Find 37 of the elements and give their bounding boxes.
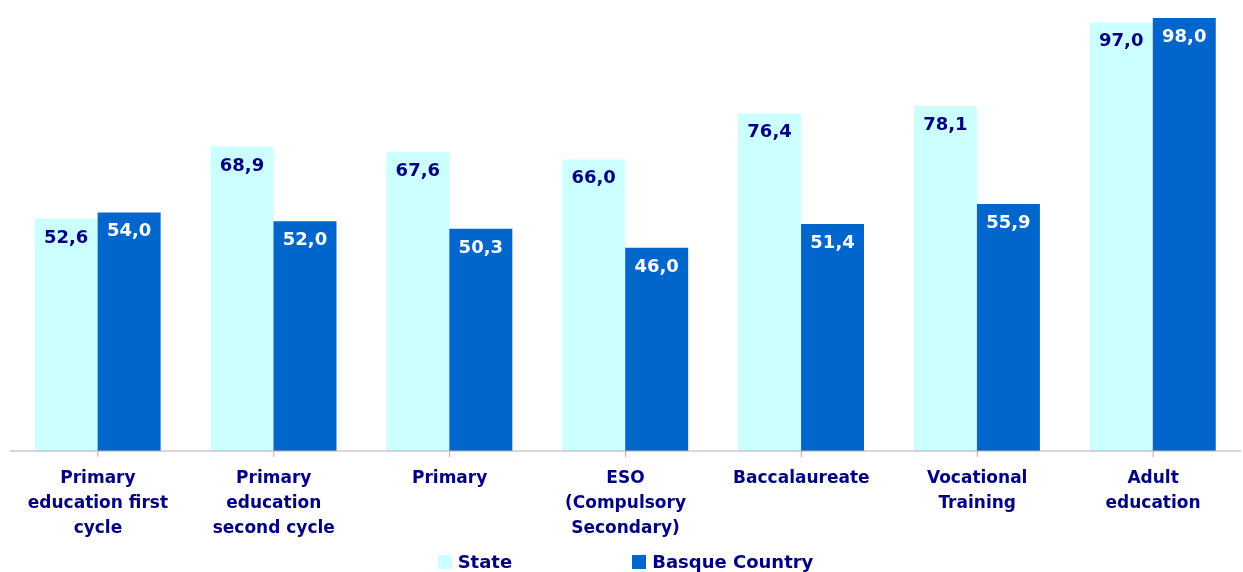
data-label: 98,0 (1162, 25, 1207, 46)
bar (97, 212, 161, 451)
data-label: 46,0 (634, 254, 679, 276)
bar (801, 223, 865, 451)
data-label: 68,9 (219, 153, 265, 175)
bar (913, 105, 977, 451)
x-tick-label: Primary education first cycle (27, 467, 169, 538)
data-label: 50,3 (458, 235, 504, 257)
x-tick-label: Baccalaureate (733, 467, 870, 488)
data-label: 97,0 (1099, 29, 1144, 51)
bar (34, 218, 98, 451)
legend-label: State (456, 551, 513, 572)
bar (738, 113, 802, 451)
data-label: 54,0 (106, 219, 152, 241)
bar (562, 159, 626, 451)
bar (210, 146, 274, 451)
data-label: 55,9 (986, 211, 1031, 233)
bar (625, 247, 689, 451)
x-tick-label: Adult education (1105, 467, 1201, 513)
bar (386, 152, 450, 451)
bar (273, 221, 337, 451)
bar (1152, 18, 1216, 451)
legend-label: Basque Country (651, 551, 814, 572)
data-label: 67,6 (395, 159, 441, 181)
bar (449, 228, 513, 451)
bar (1089, 22, 1153, 451)
x-tick-label: Vocational Training (926, 467, 1028, 513)
data-label: 52,0 (282, 228, 328, 250)
data-label: 51,4 (810, 230, 855, 252)
data-label: 66,0 (571, 166, 616, 188)
x-tick-label: Primary education second cycle (212, 467, 335, 538)
bar (976, 204, 1040, 451)
x-tick-label: Primary (411, 467, 488, 488)
data-label: 52,6 (43, 225, 89, 247)
data-label: 78,1 (923, 112, 968, 134)
data-label: 76,4 (747, 120, 792, 142)
x-tick-label: ESO (Compulsory Secondary) (564, 467, 687, 538)
